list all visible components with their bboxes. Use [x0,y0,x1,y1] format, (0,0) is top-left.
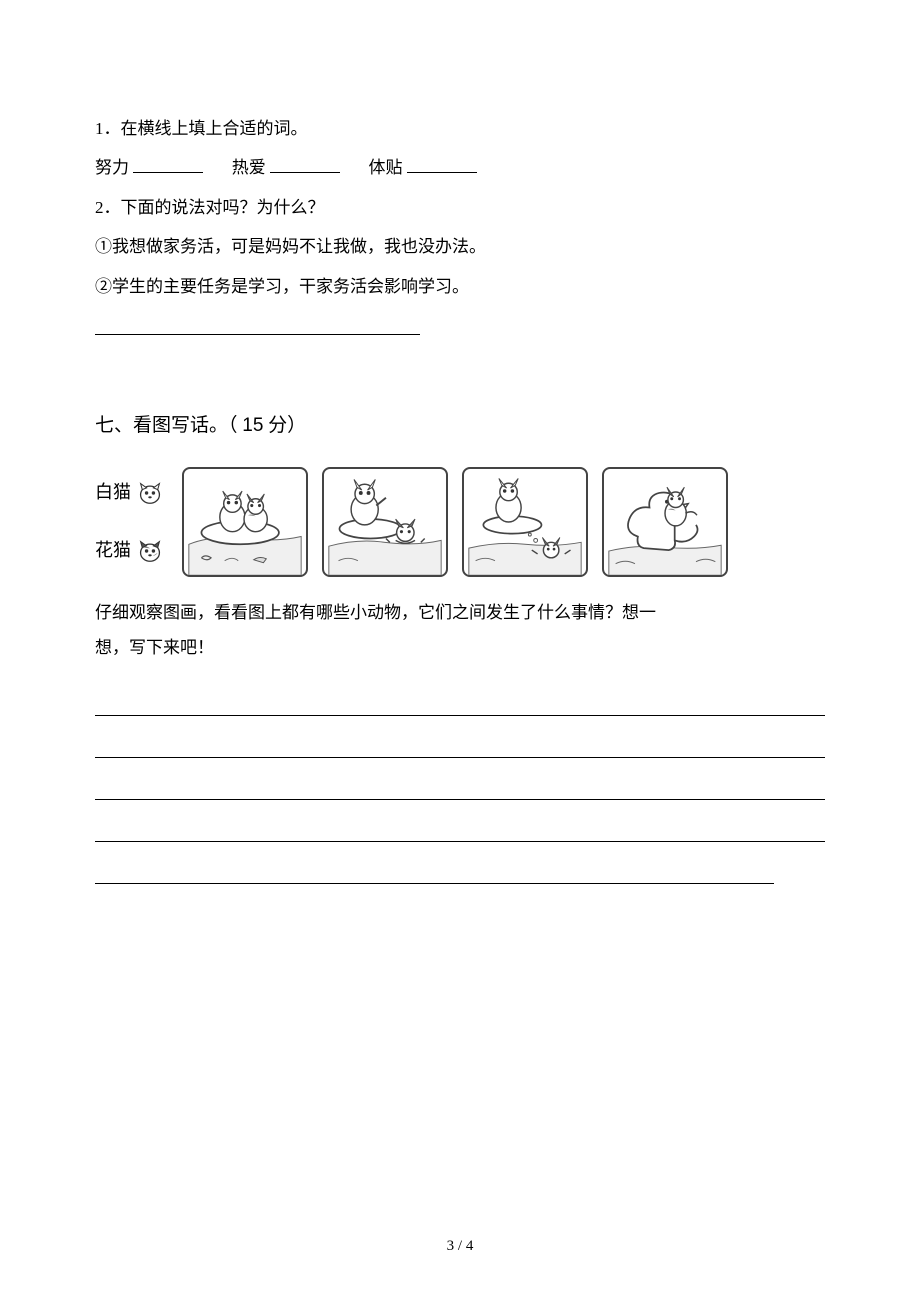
cat-legend: 白猫 花猫 [95,473,168,570]
q2-item-1: ②学生的主要任务是学习，干家务活会影响学习。 [95,268,825,305]
q2-title: 2．下面的说法对吗？为什么？ [95,189,825,226]
instruction-text: 仔细观察图画，看看图上都有哪些小动物，它们之间发生了什么事情？想一 想，写下来吧… [95,595,825,666]
q1-word-2: 体贴 [369,158,403,177]
white-cat-label: 白猫 [95,473,163,513]
writing-line[interactable] [95,814,825,842]
page-number: 3 / 4 [0,1238,920,1255]
picture-story-row: 白猫 花猫 [95,467,825,577]
flower-cat-icon [137,539,163,563]
writing-line[interactable] [95,688,825,716]
q1-title: 1．在横线上填上合适的词。 [95,110,825,147]
q1-word-0: 努力 [95,158,129,177]
q1-word-1: 热爱 [232,158,266,177]
story-panel-2 [322,467,448,577]
section-7-title: 七、看图写话。（ 15 分） [95,405,825,447]
white-cat-text: 白猫 [95,473,131,513]
writing-line[interactable] [95,856,774,884]
instruction-line-1: 仔细观察图画，看看图上都有哪些小动物，它们之间发生了什么事情？想一 [95,595,825,631]
q1-number: 1 [95,119,104,138]
q1-blanks: 努力 热爱 体贴 [95,149,825,186]
section-points: 15 [242,415,263,436]
blank-input[interactable] [270,156,340,173]
q2-item-0: ①我想做家务活，可是妈妈不让我做，我也没办法。 [95,228,825,265]
answer-line[interactable] [95,315,420,335]
writing-line[interactable] [95,730,825,758]
story-panel-4 [602,467,728,577]
q2-number: 2 [95,198,104,217]
q1-text: ．在横线上填上合适的词。 [104,119,308,138]
flower-cat-label: 花猫 [95,531,163,571]
instruction-line-2: 想，写下来吧！ [95,630,825,666]
section-suffix: 分） [268,415,306,436]
blank-input[interactable] [133,156,203,173]
blank-input[interactable] [407,156,477,173]
flower-cat-text: 花猫 [95,531,131,571]
q2-text: ．下面的说法对吗？为什么？ [104,198,325,217]
story-panel-1 [182,467,308,577]
white-cat-icon [137,481,163,505]
writing-line[interactable] [95,772,825,800]
story-panel-3 [462,467,588,577]
section-label: 七、看图写话。（ [95,415,238,436]
